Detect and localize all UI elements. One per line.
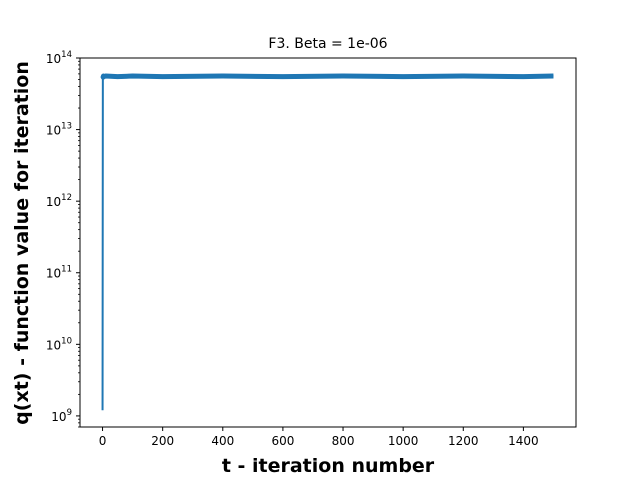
x-tick-label: 400 (211, 434, 234, 448)
x-tick-label: 800 (332, 434, 355, 448)
y-tick-label: 1011 (46, 265, 72, 281)
plot-frame (79, 57, 577, 428)
y-tick-label: 1010 (46, 336, 72, 352)
x-axis-ticks: 0 200 400 600 800 1000 1200 1400 (99, 427, 539, 448)
x-tick-label: 1000 (388, 434, 419, 448)
x-axis-label: t - iteration number (222, 455, 435, 477)
series-line (101, 75, 554, 411)
y-tick-label: 109 (51, 408, 72, 424)
y-axis-ticks: 109 1010 1011 1012 1013 1014 (46, 50, 80, 428)
y-tick-label: 1013 (46, 122, 72, 138)
x-tick-label: 0 (99, 434, 107, 448)
x-tick-label: 1200 (448, 434, 479, 448)
series-layer (100, 73, 554, 411)
x-tick-label: 600 (271, 434, 294, 448)
y-axis-label: q(xt) - function value for iteration (11, 61, 33, 425)
x-tick-label: 1400 (508, 434, 539, 448)
chart-title: F3. Beta = 1e-06 (268, 36, 387, 52)
x-tick-label: 200 (151, 434, 174, 448)
plot-area (79, 57, 577, 428)
y-tick-label: 1014 (46, 50, 72, 66)
y-tick-label: 1012 (46, 193, 72, 209)
